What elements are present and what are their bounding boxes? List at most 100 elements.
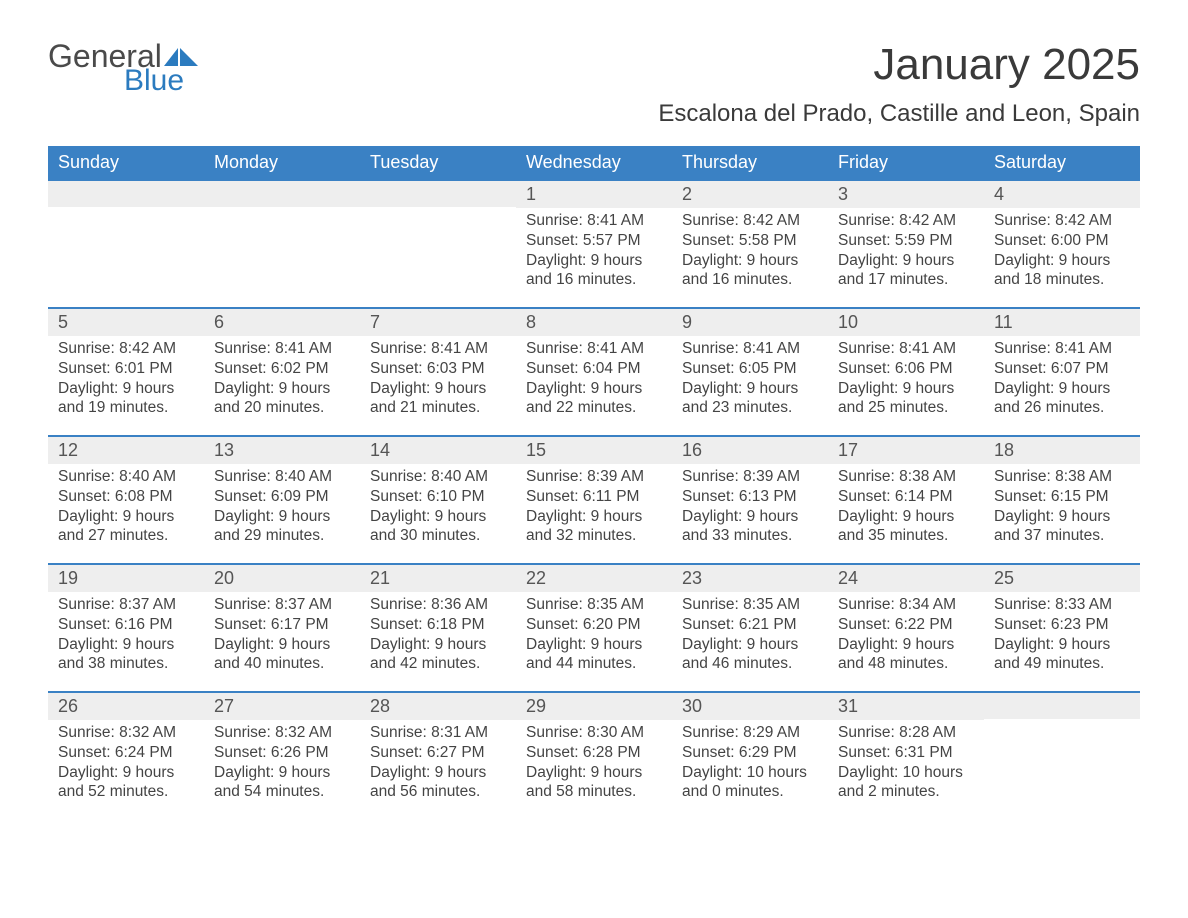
day-details: Sunrise: 8:42 AMSunset: 5:58 PMDaylight:… (672, 208, 828, 300)
daylight-text: Daylight: 9 hours (214, 763, 350, 783)
day-number: 21 (370, 568, 390, 588)
calendar-cell: 13Sunrise: 8:40 AMSunset: 6:09 PMDayligh… (204, 436, 360, 564)
sunset-text: Sunset: 6:22 PM (838, 615, 974, 635)
daylight-text: and 46 minutes. (682, 654, 818, 674)
daylight-text: Daylight: 9 hours (370, 379, 506, 399)
calendar-cell: 27Sunrise: 8:32 AMSunset: 6:26 PMDayligh… (204, 692, 360, 820)
day-number: 1 (526, 184, 536, 204)
day-details: Sunrise: 8:41 AMSunset: 6:07 PMDaylight:… (984, 336, 1140, 428)
sunset-text: Sunset: 6:23 PM (994, 615, 1130, 635)
day-number: 19 (58, 568, 78, 588)
day-details: Sunrise: 8:42 AMSunset: 5:59 PMDaylight:… (828, 208, 984, 300)
daylight-text: and 40 minutes. (214, 654, 350, 674)
calendar-cell (48, 180, 204, 308)
day-details: Sunrise: 8:39 AMSunset: 6:11 PMDaylight:… (516, 464, 672, 556)
daylight-text: Daylight: 9 hours (838, 379, 974, 399)
sunrise-text: Sunrise: 8:28 AM (838, 723, 974, 743)
daylight-text: and 23 minutes. (682, 398, 818, 418)
day-number-bar: 11 (984, 309, 1140, 336)
day-details: Sunrise: 8:29 AMSunset: 6:29 PMDaylight:… (672, 720, 828, 812)
day-number-bar: 14 (360, 437, 516, 464)
day-number: 22 (526, 568, 546, 588)
day-number: 15 (526, 440, 546, 460)
day-details: Sunrise: 8:40 AMSunset: 6:10 PMDaylight:… (360, 464, 516, 556)
daylight-text: Daylight: 9 hours (838, 635, 974, 655)
daylight-text: Daylight: 9 hours (526, 379, 662, 399)
day-number-bar: 3 (828, 181, 984, 208)
day-details: Sunrise: 8:40 AMSunset: 6:09 PMDaylight:… (204, 464, 360, 556)
calendar-week-row: 19Sunrise: 8:37 AMSunset: 6:16 PMDayligh… (48, 564, 1140, 692)
sunset-text: Sunset: 6:00 PM (994, 231, 1130, 251)
sunrise-text: Sunrise: 8:30 AM (526, 723, 662, 743)
calendar-header: Sunday Monday Tuesday Wednesday Thursday… (48, 146, 1140, 180)
sunset-text: Sunset: 6:01 PM (58, 359, 194, 379)
day-details: Sunrise: 8:41 AMSunset: 6:06 PMDaylight:… (828, 336, 984, 428)
day-number: 11 (994, 312, 1013, 332)
calendar-cell: 2 Sunrise: 8:42 AMSunset: 5:58 PMDaylight… (672, 180, 828, 308)
day-details: Sunrise: 8:41 AMSunset: 6:03 PMDaylight:… (360, 336, 516, 428)
calendar-cell: 17Sunrise: 8:38 AMSunset: 6:14 PMDayligh… (828, 436, 984, 564)
daylight-text: and 26 minutes. (994, 398, 1130, 418)
daylight-text: Daylight: 10 hours (838, 763, 974, 783)
day-number-bar: 6 (204, 309, 360, 336)
location: Escalona del Prado, Castille and Leon, S… (658, 100, 1140, 128)
col-header: Thursday (672, 146, 828, 180)
calendar-cell: 3 Sunrise: 8:42 AMSunset: 5:59 PMDaylight… (828, 180, 984, 308)
daylight-text: Daylight: 9 hours (214, 379, 350, 399)
sunrise-text: Sunrise: 8:42 AM (994, 211, 1130, 231)
daylight-text: Daylight: 9 hours (58, 763, 194, 783)
sunset-text: Sunset: 6:28 PM (526, 743, 662, 763)
sunset-text: Sunset: 6:02 PM (214, 359, 350, 379)
calendar-cell: 22Sunrise: 8:35 AMSunset: 6:20 PMDayligh… (516, 564, 672, 692)
day-number-bar: 22 (516, 565, 672, 592)
calendar-cell: 10Sunrise: 8:41 AMSunset: 6:06 PMDayligh… (828, 308, 984, 436)
sunrise-text: Sunrise: 8:29 AM (682, 723, 818, 743)
daylight-text: and 16 minutes. (526, 270, 662, 290)
day-number: 25 (994, 568, 1014, 588)
day-number-bar: 10 (828, 309, 984, 336)
calendar-week-row: 26Sunrise: 8:32 AMSunset: 6:24 PMDayligh… (48, 692, 1140, 820)
logo-word-2: Blue (124, 66, 198, 96)
day-details: Sunrise: 8:31 AMSunset: 6:27 PMDaylight:… (360, 720, 516, 812)
daylight-text: Daylight: 9 hours (370, 507, 506, 527)
calendar-cell (360, 180, 516, 308)
day-number-bar: 31 (828, 693, 984, 720)
day-number: 2 (682, 184, 692, 204)
day-number-bar: 7 (360, 309, 516, 336)
sunrise-text: Sunrise: 8:41 AM (526, 211, 662, 231)
day-number-bar: 24 (828, 565, 984, 592)
day-number-bar: 15 (516, 437, 672, 464)
calendar-cell: 30Sunrise: 8:29 AMSunset: 6:29 PMDayligh… (672, 692, 828, 820)
calendar-cell: 8Sunrise: 8:41 AMSunset: 6:04 PMDaylight… (516, 308, 672, 436)
col-header: Saturday (984, 146, 1140, 180)
calendar-cell (204, 180, 360, 308)
daylight-text: and 20 minutes. (214, 398, 350, 418)
day-number-bar: 12 (48, 437, 204, 464)
sunrise-text: Sunrise: 8:36 AM (370, 595, 506, 615)
calendar-cell: 20Sunrise: 8:37 AMSunset: 6:17 PMDayligh… (204, 564, 360, 692)
calendar-cell: 31Sunrise: 8:28 AMSunset: 6:31 PMDayligh… (828, 692, 984, 820)
day-number: 3 (838, 184, 848, 204)
header-row: General Blue January 2025 Escalona del P… (48, 40, 1140, 128)
logo: General Blue (48, 40, 198, 96)
daylight-text: Daylight: 9 hours (58, 507, 194, 527)
daylight-text: and 48 minutes. (838, 654, 974, 674)
daylight-text: and 54 minutes. (214, 782, 350, 802)
sunrise-text: Sunrise: 8:41 AM (526, 339, 662, 359)
daylight-text: Daylight: 9 hours (682, 379, 818, 399)
sunrise-text: Sunrise: 8:32 AM (58, 723, 194, 743)
daylight-text: and 22 minutes. (526, 398, 662, 418)
day-number: 27 (214, 696, 234, 716)
day-details: Sunrise: 8:39 AMSunset: 6:13 PMDaylight:… (672, 464, 828, 556)
day-number-bar: 28 (360, 693, 516, 720)
day-number: 5 (58, 312, 68, 332)
daylight-text: Daylight: 9 hours (526, 635, 662, 655)
sunset-text: Sunset: 6:24 PM (58, 743, 194, 763)
sunset-text: Sunset: 6:20 PM (526, 615, 662, 635)
sunset-text: Sunset: 6:04 PM (526, 359, 662, 379)
sunrise-text: Sunrise: 8:40 AM (58, 467, 194, 487)
daylight-text: and 2 minutes. (838, 782, 974, 802)
calendar-cell: 7Sunrise: 8:41 AMSunset: 6:03 PMDaylight… (360, 308, 516, 436)
calendar-cell: 1Sunrise: 8:41 AMSunset: 5:57 PMDaylight… (516, 180, 672, 308)
day-number-bar: 20 (204, 565, 360, 592)
